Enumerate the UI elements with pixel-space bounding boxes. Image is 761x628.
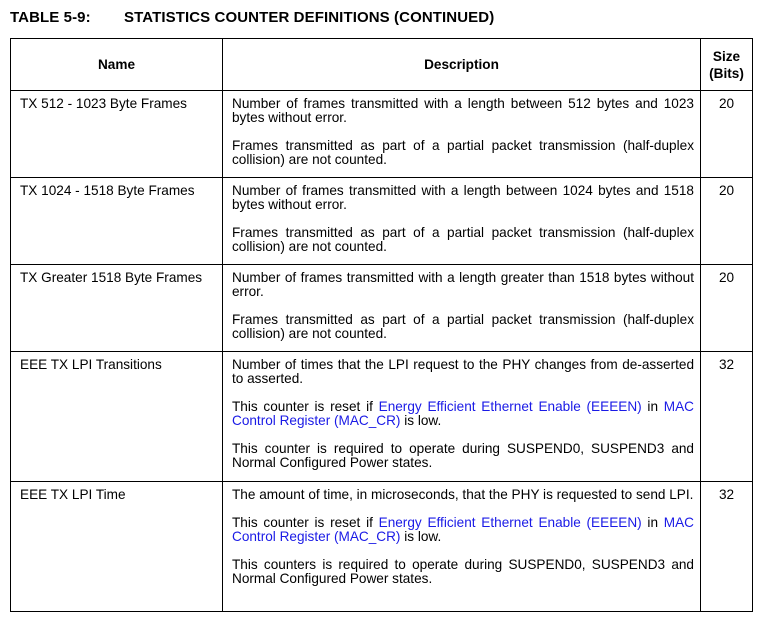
counter-description: Number of frames transmitted with a leng… bbox=[222, 264, 701, 352]
counter-description: Number of times that the LPI request to … bbox=[222, 351, 701, 482]
reset-text-prefix: This counter is reset if bbox=[232, 515, 379, 530]
mac-cr-register-link[interactable]: MAC Control Register (MAC_CR) bbox=[232, 399, 694, 428]
table-row: TX Greater 1518 Byte Frames Number of fr… bbox=[10, 264, 753, 352]
counter-size: 32 bbox=[700, 351, 753, 482]
eeeen-field-link[interactable]: Energy Efficient Ethernet Enable (EEEEN) bbox=[378, 515, 642, 530]
description-paragraph: This counter is reset if Energy Efficien… bbox=[232, 516, 694, 544]
description-paragraph: Frames transmitted as part of a partial … bbox=[232, 312, 694, 341]
description-paragraph: Number of frames transmitted with a leng… bbox=[232, 96, 694, 125]
table-title: STATISTICS COUNTER DEFINITIONS (CONTINUE… bbox=[124, 9, 495, 26]
eeeen-field-link[interactable]: Energy Efficient Ethernet Enable (EEEEN) bbox=[378, 399, 642, 414]
counter-name: EEE TX LPI Time bbox=[10, 481, 223, 612]
header-size: Size (Bits) bbox=[700, 38, 753, 91]
counter-size: 20 bbox=[700, 90, 753, 178]
reset-text-prefix: This counter is reset if bbox=[232, 399, 379, 414]
counter-name: TX 1024 - 1518 Byte Frames bbox=[10, 177, 223, 265]
mac-cr-register-link[interactable]: MAC Control Register (MAC_CR) bbox=[232, 515, 694, 544]
statistics-counter-table: Name Description Size (Bits) TX 512 - 10… bbox=[10, 38, 753, 612]
description-paragraph: Frames transmitted as part of a partial … bbox=[232, 138, 694, 167]
header-description: Description bbox=[222, 38, 701, 91]
description-paragraph: Number of frames transmitted with a leng… bbox=[232, 270, 694, 299]
table-row: EEE TX LPI Time The amount of time, in m… bbox=[10, 481, 753, 612]
description-paragraph: Number of frames transmitted with a leng… bbox=[232, 183, 694, 212]
description-paragraph: Number of times that the LPI request to … bbox=[232, 357, 694, 386]
description-paragraph: The amount of time, in microseconds, tha… bbox=[232, 487, 694, 502]
reset-text-mid: in bbox=[641, 399, 664, 414]
header-size-line1: Size bbox=[712, 48, 741, 64]
description-paragraph: Frames transmitted as part of a partial … bbox=[232, 225, 694, 254]
table-row: TX 512 - 1023 Byte Frames Number of fram… bbox=[10, 90, 753, 178]
counter-name: TX 512 - 1023 Byte Frames bbox=[10, 90, 223, 178]
header-row: Name Description Size (Bits) bbox=[10, 38, 753, 91]
description-paragraph: This counters is required to operate dur… bbox=[232, 557, 694, 586]
counter-name: EEE TX LPI Transitions bbox=[10, 351, 223, 482]
description-paragraph: This counter is required to operate duri… bbox=[232, 441, 694, 470]
counter-size: 32 bbox=[700, 481, 753, 612]
table-number: TABLE 5-9: bbox=[10, 9, 91, 26]
table-row: EEE TX LPI Transitions Number of times t… bbox=[10, 351, 753, 482]
counter-name: TX Greater 1518 Byte Frames bbox=[10, 264, 223, 352]
table-row: TX 1024 - 1518 Byte Frames Number of fra… bbox=[10, 177, 753, 265]
description-paragraph: This counter is reset if Energy Efficien… bbox=[232, 400, 694, 428]
counter-description: Number of frames transmitted with a leng… bbox=[222, 177, 701, 265]
counter-description: The amount of time, in microseconds, tha… bbox=[222, 481, 701, 612]
counter-description: Number of frames transmitted with a leng… bbox=[222, 90, 701, 178]
reset-text-suffix: is low. bbox=[400, 529, 442, 544]
header-name: Name bbox=[10, 38, 223, 91]
counter-size: 20 bbox=[700, 177, 753, 265]
table-caption: TABLE 5-9: STATISTICS COUNTER DEFINITIONS… bbox=[10, 9, 494, 26]
reset-text-suffix: is low. bbox=[400, 413, 442, 428]
header-size-line2: (Bits) bbox=[709, 65, 744, 81]
counter-size: 20 bbox=[700, 264, 753, 352]
reset-text-mid: in bbox=[641, 515, 664, 530]
